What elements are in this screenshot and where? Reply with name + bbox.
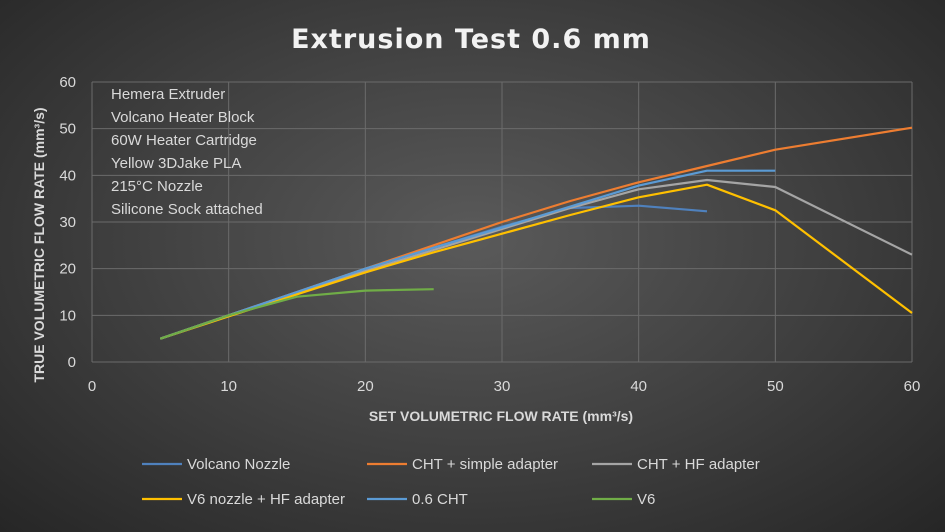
x-tick-label: 60 bbox=[904, 378, 921, 395]
series-line-5 bbox=[159, 169, 776, 340]
series-line-6 bbox=[159, 288, 434, 340]
y-tick-label: 10 bbox=[59, 307, 76, 324]
y-tick-label: 60 bbox=[59, 74, 76, 91]
legend-label: CHT + HF adapter bbox=[637, 456, 760, 473]
x-axis-label: SET VOLUMETRIC FLOW RATE (mm³/s) bbox=[369, 408, 633, 424]
annotation-line: Yellow 3DJake PLA bbox=[111, 155, 241, 172]
chart-title: Extrusion Test 0.6 mm bbox=[291, 24, 651, 55]
legend-label: V6 bbox=[637, 491, 655, 508]
legend-label: CHT + simple adapter bbox=[412, 456, 558, 473]
annotation-line: Silicone Sock attached bbox=[111, 201, 263, 218]
legend-label: Volcano Nozzle bbox=[187, 456, 290, 473]
y-axis-label: TRUE VOLUMETRIC FLOW RATE (mm³/s) bbox=[31, 107, 47, 382]
annotation-block: Hemera Extruder Volcano Heater Block 60W H… bbox=[111, 86, 263, 218]
y-tick-label: 30 bbox=[59, 214, 76, 231]
tick-labels: 0 10 20 30 40 50 60 0 10 20 30 40 50 60 bbox=[59, 74, 920, 395]
annotation-line: 215°C Nozzle bbox=[111, 178, 203, 195]
x-tick-label: 10 bbox=[220, 378, 237, 395]
gridlines bbox=[91, 81, 913, 363]
y-tick-label: 50 bbox=[59, 121, 76, 138]
annotation-line: Volcano Heater Block bbox=[111, 109, 255, 126]
series-line-2 bbox=[159, 126, 913, 340]
series-lines bbox=[159, 126, 913, 340]
x-tick-label: 40 bbox=[630, 378, 647, 395]
y-tick-label: 20 bbox=[59, 261, 76, 278]
x-tick-label: 20 bbox=[357, 378, 374, 395]
series-line-1 bbox=[159, 204, 708, 340]
annotation-line: Hemera Extruder bbox=[111, 86, 225, 103]
annotation-line: 60W Heater Cartridge bbox=[111, 132, 257, 149]
y-tick-label: 0 bbox=[68, 354, 76, 371]
y-tick-label: 40 bbox=[59, 167, 76, 184]
legend-label: V6 nozzle + HF adapter bbox=[187, 491, 345, 508]
x-tick-label: 30 bbox=[494, 378, 511, 395]
legend-label: 0.6 CHT bbox=[412, 491, 468, 508]
series-line-4 bbox=[159, 183, 913, 340]
legend: Volcano Nozzle CHT + simple adapter CHT + … bbox=[142, 456, 760, 508]
x-tick-label: 50 bbox=[767, 378, 784, 395]
x-tick-label: 0 bbox=[88, 378, 96, 395]
